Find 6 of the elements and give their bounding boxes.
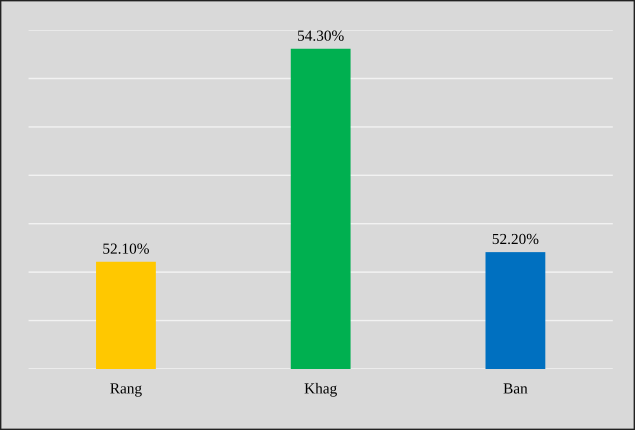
data-label: 52.20% (492, 234, 538, 244)
data-label: 54.30% (298, 30, 344, 41)
x-tick-label: Rang (110, 383, 142, 397)
x-tick-label: Ban (504, 383, 528, 394)
data-label: 52.10% (103, 243, 149, 254)
x-tick-label: Khag (304, 382, 337, 397)
